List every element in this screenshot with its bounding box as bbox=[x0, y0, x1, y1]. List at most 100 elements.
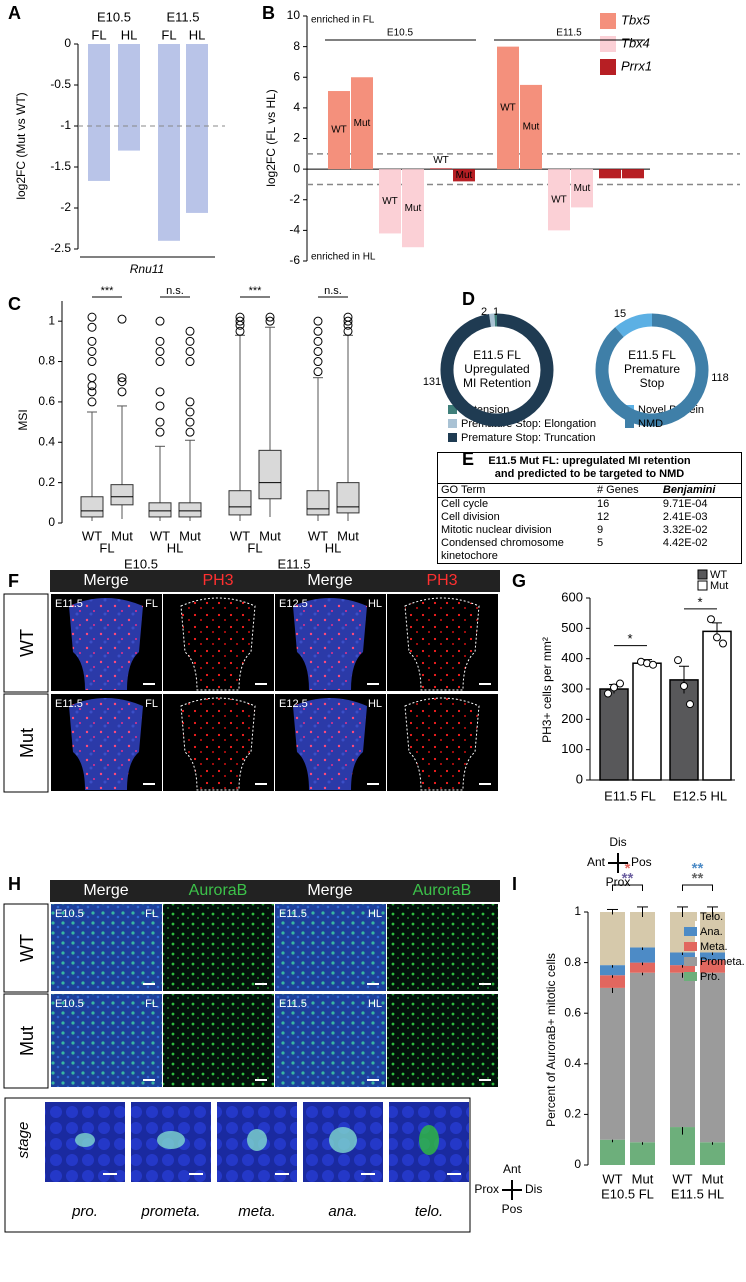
y-tick-label: 8 bbox=[293, 39, 300, 53]
limb bbox=[69, 698, 143, 790]
y-tick-label: 0 bbox=[64, 36, 71, 50]
limb bbox=[69, 598, 143, 690]
significance: * bbox=[627, 631, 632, 646]
donut-segment bbox=[615, 313, 653, 338]
panel-label: I bbox=[512, 874, 517, 894]
outlier bbox=[87, 397, 97, 407]
annotation: enriched in HL bbox=[311, 252, 376, 263]
row-label: Mut bbox=[17, 1026, 37, 1056]
stage-name: meta. bbox=[238, 1203, 276, 1220]
group-label: E10.5 bbox=[97, 9, 131, 24]
column-header: AuroraB bbox=[413, 882, 472, 899]
limb-label: HL bbox=[325, 540, 342, 555]
y-tick-label: 0 bbox=[574, 1157, 581, 1171]
bar-segment bbox=[600, 987, 625, 1140]
x-tick-label: WT bbox=[230, 528, 250, 543]
cell: 4.42E-02 bbox=[662, 537, 708, 549]
micrograph bbox=[387, 994, 498, 1087]
cell: 16 bbox=[597, 498, 610, 510]
header-bar bbox=[50, 570, 500, 592]
column-header: PH3 bbox=[202, 572, 233, 589]
y-tick-label: -2 bbox=[60, 200, 71, 214]
y-tick-label: 0 bbox=[48, 515, 55, 529]
significance: *** bbox=[101, 285, 115, 297]
chromatin bbox=[75, 1133, 95, 1147]
y-tick-label: 0.6 bbox=[564, 1005, 581, 1019]
data-point bbox=[649, 660, 657, 669]
bar-label: Mut bbox=[456, 170, 473, 181]
bar-segment bbox=[630, 1142, 655, 1165]
row-label: Mut bbox=[17, 728, 37, 758]
y-tick-label: 400 bbox=[561, 650, 583, 665]
value-label: 131 bbox=[423, 376, 441, 388]
y-tick-label: 6 bbox=[293, 69, 300, 83]
outlier bbox=[313, 346, 323, 356]
legend-label: NMD bbox=[638, 418, 663, 430]
significance: * bbox=[625, 860, 631, 877]
outlier bbox=[117, 373, 127, 383]
column-header: PH3 bbox=[426, 572, 457, 589]
bar bbox=[632, 662, 662, 781]
value-label: 15 bbox=[614, 308, 626, 320]
micrograph bbox=[163, 994, 274, 1087]
limb-label: FL bbox=[145, 698, 158, 710]
stage-label: E11.5 bbox=[277, 556, 310, 571]
outlier bbox=[87, 357, 97, 367]
x-tick-label: WT bbox=[672, 1171, 692, 1186]
bar-label: WT bbox=[500, 103, 516, 114]
column-header: Merge bbox=[307, 572, 352, 589]
table: GO Term # Genes Benjamini Cell cycle 16 9.71… bbox=[438, 484, 741, 563]
stage-label: E12.5 bbox=[279, 698, 308, 710]
y-tick-label: -2.5 bbox=[50, 241, 71, 255]
y-tick-label: 2 bbox=[293, 131, 300, 145]
y-tick-label: 10 bbox=[287, 8, 301, 22]
column-header: AuroraB bbox=[189, 882, 248, 899]
bar-label: Mut bbox=[523, 122, 540, 133]
legend-label: Premature Stop: Truncation bbox=[461, 432, 596, 444]
bar bbox=[702, 630, 732, 781]
group-label: E11.5 bbox=[166, 9, 199, 24]
outlier bbox=[87, 336, 97, 346]
bar bbox=[453, 169, 475, 182]
bar bbox=[599, 169, 621, 179]
panel-label: D bbox=[462, 289, 475, 309]
value-label: 2 bbox=[481, 306, 487, 318]
panel-label: H bbox=[8, 874, 21, 894]
y-axis-label: PH3+ cells per mm² bbox=[540, 637, 554, 743]
legend-swatch bbox=[625, 419, 634, 428]
orientation-label: Dis bbox=[525, 1182, 542, 1196]
bar bbox=[158, 44, 180, 241]
legend-swatch bbox=[448, 405, 457, 414]
bar-label: Mut bbox=[574, 183, 591, 194]
outlier bbox=[185, 397, 195, 407]
donut-title: E11.5 FL bbox=[473, 348, 521, 362]
column-header: Merge bbox=[83, 882, 128, 899]
limb bbox=[404, 597, 480, 691]
box bbox=[228, 490, 252, 516]
bar bbox=[186, 44, 208, 213]
panel-label: C bbox=[8, 294, 21, 314]
x-tick-label: Mut bbox=[337, 528, 359, 543]
x-tick-label: Mut bbox=[702, 1171, 724, 1186]
x-tick-label: Mut bbox=[632, 1171, 654, 1186]
outlier bbox=[343, 326, 353, 336]
chromatin bbox=[329, 1127, 357, 1153]
limb-label: FL bbox=[145, 598, 158, 610]
row-label: WT bbox=[17, 629, 37, 657]
x-axis-label: Rnu11 bbox=[130, 262, 164, 276]
bar bbox=[669, 679, 699, 781]
panel-label: F bbox=[8, 571, 19, 591]
x-tick-label: Mut bbox=[259, 528, 281, 543]
outlier bbox=[185, 326, 195, 336]
data-point bbox=[604, 689, 612, 698]
box bbox=[258, 449, 282, 500]
limb bbox=[293, 698, 367, 790]
cell: Mitotic nuclear division bbox=[441, 524, 552, 536]
legend-label: Ana. bbox=[700, 926, 723, 938]
box bbox=[306, 490, 330, 516]
orientation-label: Ant bbox=[503, 1162, 522, 1176]
bar bbox=[571, 169, 593, 208]
annotation: enriched in FL bbox=[311, 15, 375, 26]
outlier bbox=[235, 316, 245, 326]
